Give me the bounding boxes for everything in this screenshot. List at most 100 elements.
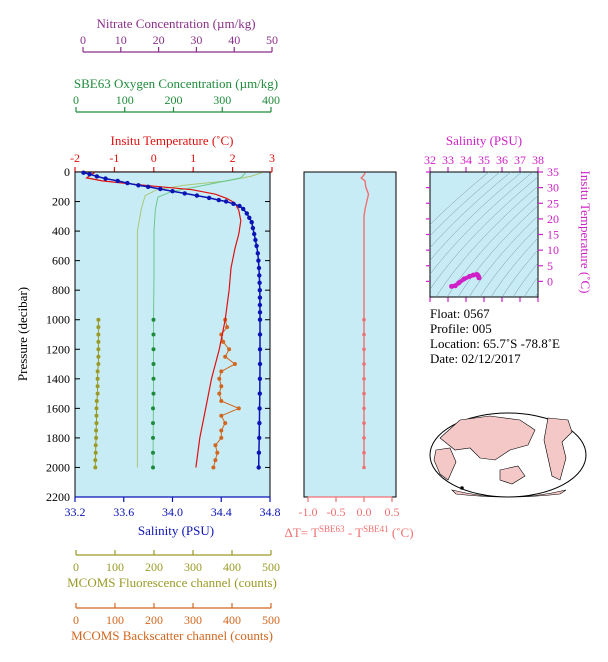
- oxygen-point: [151, 450, 155, 455]
- fluorescence-point: [93, 450, 98, 455]
- salinity-point: [257, 391, 262, 396]
- oxygen-point: [151, 421, 155, 426]
- map-float-location: [460, 486, 464, 490]
- salinity-point: [244, 211, 249, 216]
- temperature-axis-title: Insitu Temperature (˚C): [110, 133, 233, 148]
- nitrate-tick-label: 0: [80, 33, 86, 47]
- delta-t-title-sup2: SBE41: [363, 524, 389, 534]
- oxygen-tick-label: 100: [116, 93, 134, 107]
- oxygen-point: [151, 435, 155, 440]
- delta-t-point: [362, 465, 366, 470]
- fluorescence-point: [96, 317, 101, 322]
- backscatter-point: [213, 443, 218, 448]
- map-land-africa: [433, 447, 457, 481]
- fluorescence-tick-label: 300: [184, 560, 202, 574]
- backscatter-point: [217, 376, 222, 381]
- fluorescence-tick-label: 200: [145, 560, 163, 574]
- salinity-point: [136, 183, 141, 188]
- fluorescence-point: [94, 399, 99, 403]
- salinity-point: [158, 186, 163, 192]
- delta-t-point: [362, 332, 366, 337]
- salinity-point: [257, 273, 262, 278]
- ts-plot-area: [429, 171, 539, 298]
- salinity-point: [256, 265, 262, 271]
- oxygen-point: [151, 332, 156, 337]
- fluorescence-tick-label: 0: [73, 560, 79, 574]
- pressure-tick-label: 400: [52, 224, 70, 238]
- delta-t-tick-label: -1.0: [299, 505, 318, 519]
- ts-salinity-tick-label: 34: [460, 153, 472, 167]
- ts-salinity-axis: 32 33 34 35 36 37 38: [424, 153, 544, 302]
- nitrate-tick-label: 50: [266, 33, 278, 47]
- oxygen-tick-label: 400: [262, 93, 280, 107]
- temperature-tick-label: 3: [269, 151, 275, 165]
- info-location: Location: 65.7˚S -78.8˚E: [430, 336, 560, 351]
- oxygen-point: [151, 465, 155, 470]
- info-profile: Profile: 005: [430, 321, 492, 336]
- ts-contour: [430, 172, 512, 249]
- oxygen-point: [151, 362, 156, 366]
- salinity-point: [81, 170, 86, 175]
- salinity-axis: 33.2 33.6 34.0 34.4 34.8: [65, 496, 281, 519]
- backscatter-point: [213, 458, 218, 463]
- backscatter-axis-title: MCOMS Backscatter channel (counts): [71, 628, 273, 643]
- fluorescence-tick-label: 500: [262, 560, 280, 574]
- salinity-point: [256, 465, 261, 470]
- world-map: [429, 412, 587, 498]
- delta-t-title-sup1: SBE63: [319, 524, 345, 534]
- pressure-tick-label: 1800: [46, 431, 70, 445]
- ts-temperature-tick-label: 0: [547, 274, 553, 288]
- fluorescence-point: [93, 465, 98, 470]
- backscatter-point: [211, 465, 216, 470]
- salinity-tick-label: 34.4: [211, 505, 232, 519]
- salinity-point: [257, 302, 263, 308]
- delta-t-line: [360, 172, 370, 468]
- fluorescence-axis: 0 100 200 300 400 500: [73, 550, 280, 574]
- ts-temperature-title: Insitu Temperature (˚C): [578, 170, 593, 293]
- salinity-point: [241, 206, 246, 212]
- ts-contour-group: [430, 172, 538, 297]
- salinity-point: [257, 288, 262, 293]
- salinity-point: [250, 225, 256, 231]
- info-float: Float: 0567: [430, 306, 490, 321]
- ts-temperature-tick-label: 15: [547, 228, 559, 242]
- delta-t-point: [362, 317, 366, 322]
- fluorescence-tick-label: 100: [106, 560, 124, 574]
- ts-temperature-tick-label: 35: [547, 165, 559, 179]
- temperature-tick-label: -2: [70, 151, 80, 165]
- salinity-point: [249, 220, 254, 225]
- delta-t-title-mid: - T: [345, 525, 364, 540]
- salinity-point: [257, 295, 263, 300]
- salinity-point: [256, 258, 261, 263]
- ts-series: [449, 272, 482, 289]
- info-date: Date: 02/12/2017: [430, 351, 521, 366]
- ts-salinity-tick-label: 38: [532, 153, 544, 167]
- delta-t-series: [360, 172, 370, 470]
- salinity-point: [94, 174, 100, 179]
- nitrate-tick-label: 10: [115, 33, 127, 47]
- delta-t-point: [362, 347, 366, 352]
- delta-t-point: [362, 406, 366, 411]
- ts-contour: [430, 176, 538, 290]
- ts-contour: [430, 172, 534, 275]
- fluorescence-point: [94, 435, 99, 440]
- fluorescence-point: [94, 413, 99, 418]
- delta-t-tick-label: -0.5: [327, 505, 346, 519]
- backscatter-point: [219, 369, 224, 374]
- ts-point: [452, 283, 458, 289]
- pressure-tick-label: 1200: [46, 342, 70, 356]
- temperature-tick-label: 0: [151, 151, 157, 165]
- ts-contour: [523, 276, 538, 297]
- delta-t-title-suffix: (˚C): [389, 525, 414, 540]
- oxygen-point: [151, 376, 156, 381]
- delta-t-point: [362, 391, 366, 396]
- delta-t-point: [362, 450, 366, 455]
- backscatter-tick-label: 100: [106, 613, 124, 627]
- salinity-point: [257, 376, 263, 381]
- ts-salinity-tick-label: 36: [496, 153, 508, 167]
- backscatter-tick-label: 400: [223, 613, 241, 627]
- backscatter-tick-label: 0: [73, 613, 79, 627]
- fluorescence-point: [93, 443, 98, 448]
